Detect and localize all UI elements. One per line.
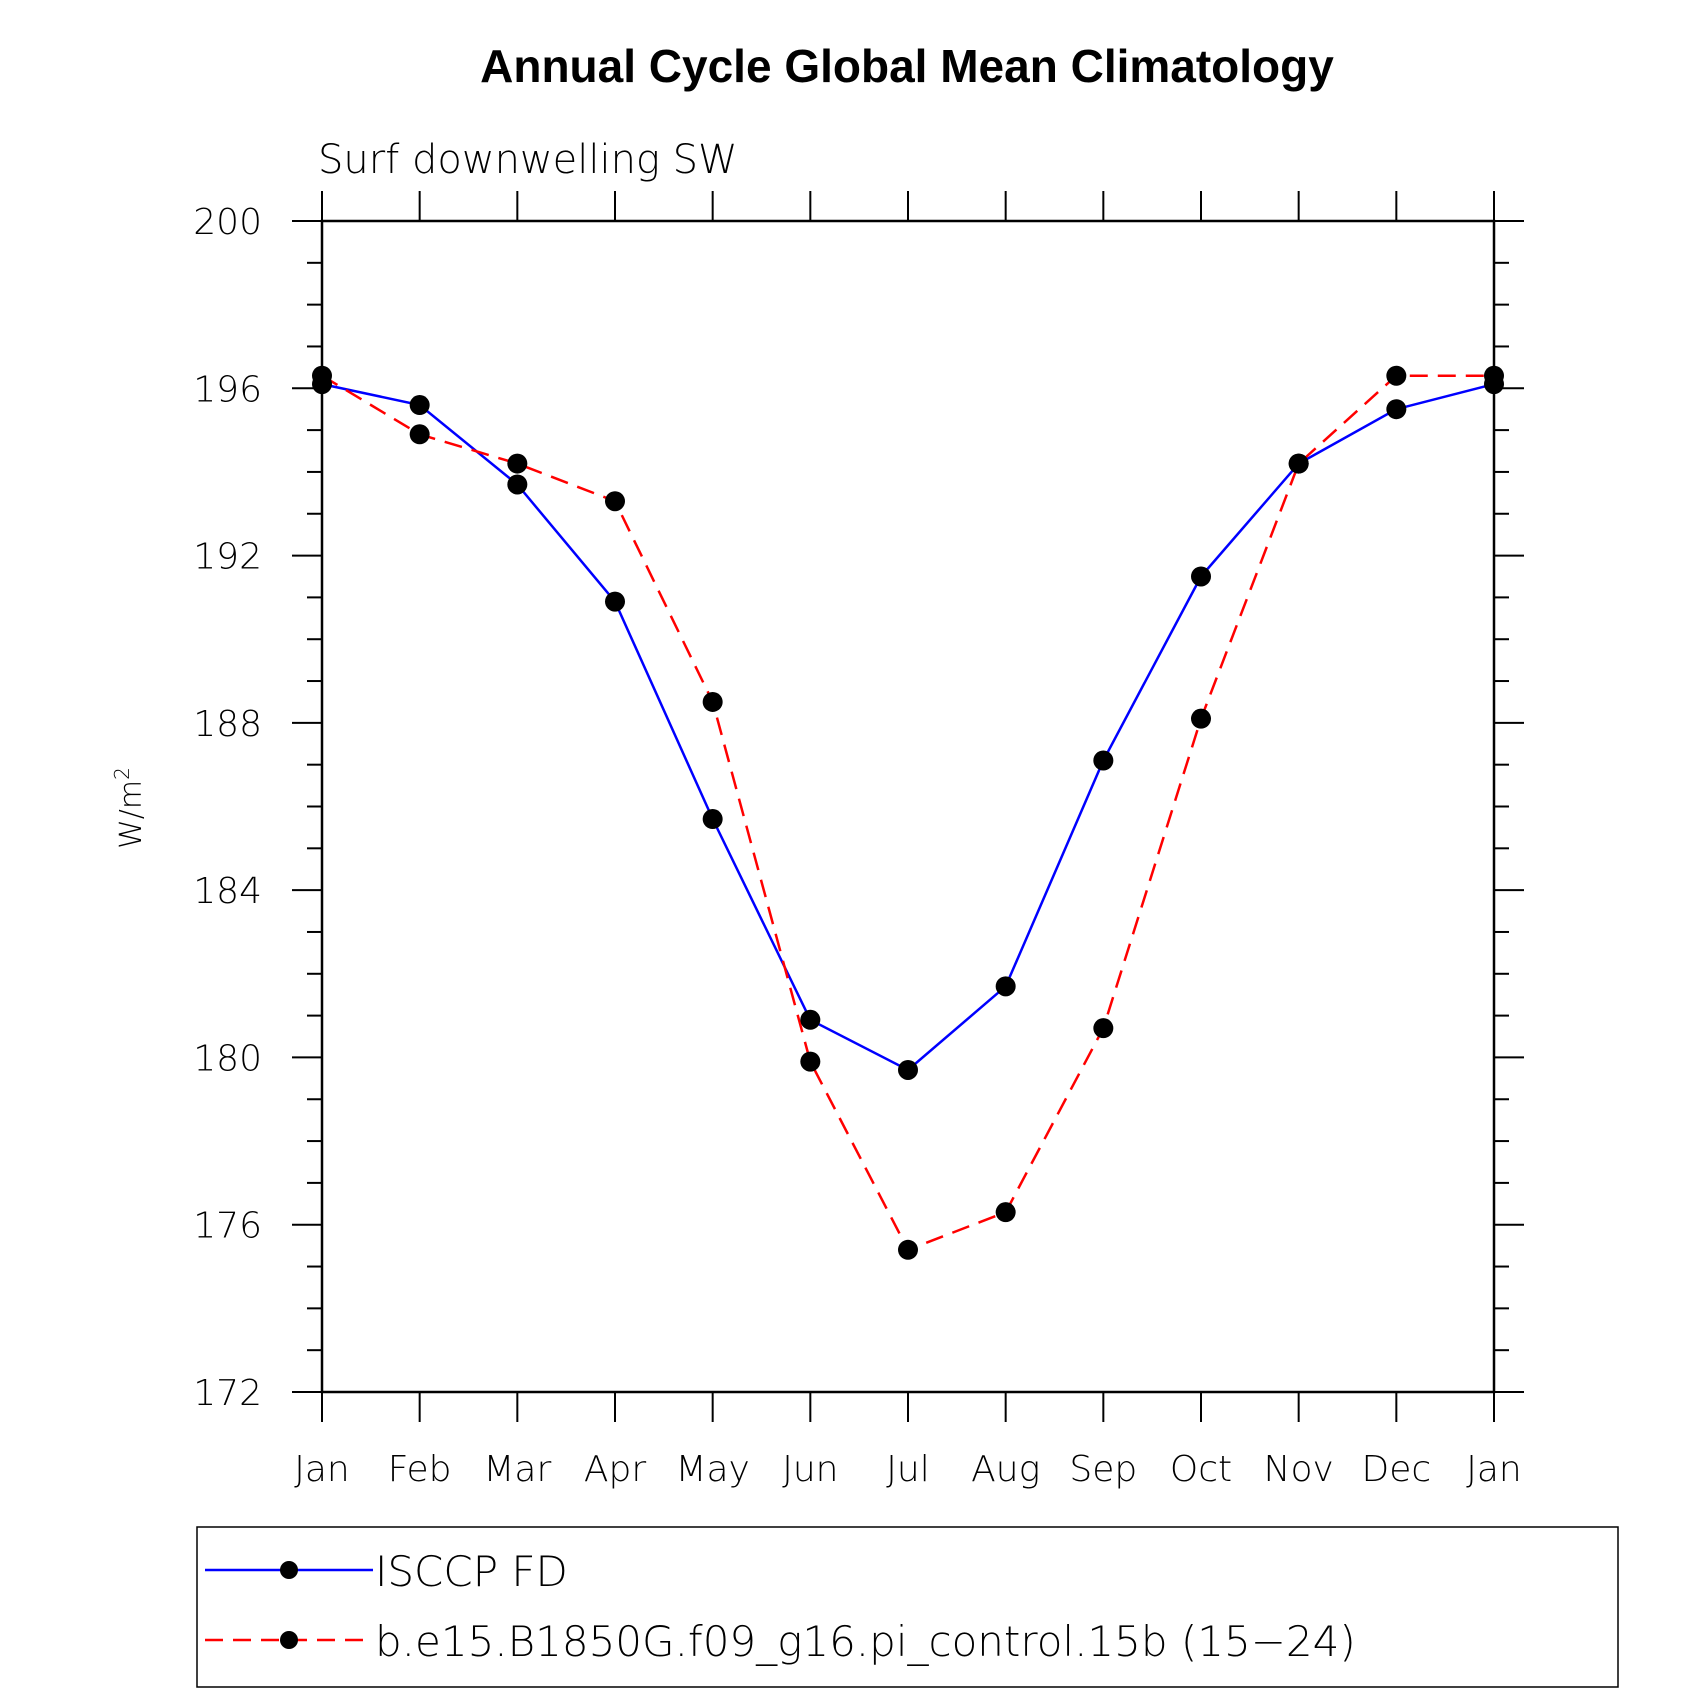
y-tick-label: 172 xyxy=(193,1373,262,1414)
series-1-point xyxy=(1093,750,1114,771)
y-tick-label: 192 xyxy=(193,537,262,578)
x-tick-label: Apr xyxy=(584,1449,646,1490)
x-tick-label: Jan xyxy=(294,1449,350,1490)
y-tick-label: 188 xyxy=(193,704,262,745)
y-tick-label: 176 xyxy=(193,1206,262,1247)
series-2-point xyxy=(409,424,430,445)
series-2-point xyxy=(702,691,723,712)
legend: ISCCP FD b.e15.B1850G.f09_g16.pi_control… xyxy=(196,1526,1619,1688)
series-2-point xyxy=(1386,365,1407,386)
y-axis-label-superscript: 2 xyxy=(110,767,134,780)
y-tick-label: 200 xyxy=(193,202,262,243)
svg-text:W/m2: W/m2 xyxy=(110,767,149,849)
legend-label-isccp: ISCCP FD xyxy=(375,1547,568,1596)
series-line-1 xyxy=(321,382,1495,1072)
x-tick-label: Mar xyxy=(483,1449,551,1490)
chart-subtitle: Surf downwelling SW xyxy=(318,137,738,183)
series-1-point xyxy=(507,474,528,495)
x-tick-label: Oct xyxy=(1170,1449,1232,1490)
series-2-point xyxy=(1484,365,1504,386)
x-tick-label: Sep xyxy=(1069,1449,1137,1490)
series-2-point xyxy=(605,491,625,512)
x-tick-label: Nov xyxy=(1264,1449,1334,1490)
series-1-point xyxy=(1191,566,1211,587)
series-1-point xyxy=(800,1009,821,1030)
series-2-point xyxy=(898,1239,918,1260)
legend-box xyxy=(196,1526,1619,1688)
series-2-point xyxy=(995,1202,1016,1223)
x-tick-label: Jan xyxy=(1466,1449,1522,1490)
series-2-point xyxy=(1288,453,1309,474)
series-1-point xyxy=(898,1059,918,1080)
series-2-point xyxy=(1191,708,1211,729)
legend-marker-isccp xyxy=(280,1561,298,1579)
series-2-point xyxy=(507,453,528,474)
series-1-point xyxy=(605,591,625,612)
y-axis-label-text: W/m xyxy=(114,780,149,849)
x-tick-label: Jul xyxy=(886,1449,929,1490)
y-tick-label: 184 xyxy=(193,871,262,912)
y-tick-label: 180 xyxy=(193,1038,262,1079)
x-tick-label: Jun xyxy=(782,1449,838,1490)
series-2-point xyxy=(312,365,332,386)
x-tick-label: Feb xyxy=(388,1449,452,1490)
plot-frame xyxy=(320,219,1496,1394)
series-1-point xyxy=(1386,399,1407,420)
series-2-point xyxy=(800,1051,821,1072)
series-line-2 xyxy=(321,374,1494,1252)
x-tick-label: Dec xyxy=(1361,1449,1431,1490)
legend-label-model: b.e15.B1850G.f09_g16.pi_control.15b (15−… xyxy=(375,1617,1356,1666)
legend-marker-model xyxy=(280,1631,298,1649)
x-tick-label: Aug xyxy=(971,1449,1040,1490)
y-axis-label: W/m2 xyxy=(110,767,149,849)
series-1-point xyxy=(995,976,1016,997)
series-1-point xyxy=(409,395,430,416)
chart-title: Annual Cycle Global Mean Climatology xyxy=(480,40,1334,92)
x-tick-label: May xyxy=(675,1449,749,1490)
series-2-point xyxy=(1093,1018,1114,1039)
y-tick-label: 196 xyxy=(193,369,262,410)
series-1-point xyxy=(702,809,723,830)
